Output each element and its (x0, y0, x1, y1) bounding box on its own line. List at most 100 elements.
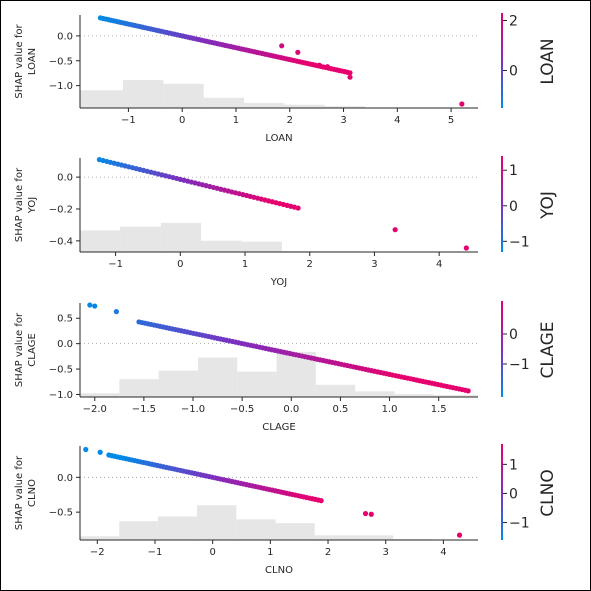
histogram-bar (80, 536, 120, 540)
y-tick-label: 0.0 (57, 339, 73, 350)
histogram-bar (119, 379, 159, 397)
colorbar-strip (501, 156, 503, 252)
x-tick-label: 2 (325, 547, 331, 558)
data-point (295, 205, 301, 211)
x-tick-label: −1.0 (181, 404, 205, 415)
x-tick-label: −0.5 (230, 404, 254, 415)
histogram-bar (158, 370, 198, 397)
x-tick-label: 0 (209, 547, 215, 558)
data-point (368, 511, 374, 517)
data-point (279, 43, 285, 49)
histogram-bar (324, 106, 366, 108)
histogram-bar (355, 391, 395, 397)
histogram-bar (275, 523, 315, 540)
colorbar: 0 −1 CLAGE (501, 301, 558, 397)
y-axis-label: LOAN (27, 48, 38, 75)
y-axis-label: SHAP value for (14, 455, 25, 530)
data-point (92, 303, 98, 309)
x-tick-label: 4 (394, 115, 400, 126)
data-point (113, 309, 119, 315)
x-axis-label: YOJ (270, 277, 287, 288)
data-point (392, 227, 398, 233)
histogram-bar (119, 521, 158, 540)
x-tick-label: −1 (108, 259, 123, 270)
y-axis-label: YOJ (27, 197, 38, 214)
histogram-bar (241, 241, 282, 252)
data-point (347, 70, 353, 76)
histogram-bar (237, 371, 277, 397)
x-tick-label: −1 (121, 115, 136, 126)
scatter-points (96, 157, 469, 251)
y-axis-label: CLAGE (27, 333, 38, 367)
x-tick-label: 3 (340, 115, 346, 126)
colorbar-label: YOJ (538, 191, 558, 220)
x-tick-label: 4 (436, 259, 442, 270)
colorbar-tick-label: 0 (509, 327, 518, 343)
histogram-bar (80, 393, 120, 397)
x-tick-label: −1 (148, 547, 163, 558)
x-axis-label: LOAN (265, 133, 292, 144)
histogram-bar (236, 519, 276, 540)
x-tick-label: 2 (307, 259, 313, 270)
colorbar-tick-label: 1 (509, 163, 518, 179)
y-tick-label: −0.5 (49, 365, 73, 376)
x-tick-label: −2.0 (83, 404, 107, 415)
colorbar-label: LOAN (538, 38, 558, 84)
histogram-bar (353, 535, 394, 540)
histogram-bar (244, 102, 285, 108)
y-axis-label: SHAP value for (14, 167, 25, 242)
colorbar-strip (501, 444, 503, 540)
panel-clage: −2.0 −1.5 −1.0 −0.5 0.0 0.5 1.0 1.5 0.5 0.0 −0.5 −1… (14, 301, 558, 433)
x-tick-label: 1 (267, 547, 273, 558)
y-tick-label: −1.0 (49, 390, 73, 401)
scatter-points (97, 15, 465, 107)
colorbar: 2 0 LOAN (501, 13, 558, 108)
histogram-bar (163, 83, 204, 108)
histogram-bar (203, 97, 245, 108)
data-point (465, 388, 471, 394)
x-tick-label: 5 (448, 115, 454, 126)
histogram-bar (197, 357, 238, 397)
x-tick-label: 1 (242, 259, 248, 270)
data-point (87, 302, 93, 308)
x-tick-label: 0 (179, 115, 185, 126)
histogram-bar (80, 90, 124, 108)
x-tick-label: 1 (233, 115, 239, 126)
colorbar: 1 0 −1 YOJ (501, 156, 558, 252)
data-point (459, 101, 465, 107)
histogram-bar (157, 516, 198, 540)
histogram (80, 351, 478, 397)
histogram-bar (314, 535, 354, 540)
data-point (318, 498, 324, 504)
x-axis-label: CLNO (265, 565, 293, 576)
y-tick-label: −1.0 (49, 81, 73, 92)
y-axis-label: SHAP value for (14, 312, 25, 387)
histogram (80, 222, 478, 252)
histogram-bar (123, 80, 164, 108)
x-tick-label: 0 (177, 259, 183, 270)
data-point (97, 449, 103, 455)
data-point (324, 64, 331, 70)
colorbar-tick-label: 0 (509, 64, 518, 80)
colorbar-strip (501, 13, 503, 108)
histogram-bar (197, 505, 237, 540)
data-point (316, 62, 322, 68)
y-tick-label: −0.5 (49, 56, 73, 67)
x-tick-label: 0.5 (332, 404, 348, 415)
histogram-bar (394, 394, 434, 397)
data-point (295, 49, 301, 55)
colorbar-tick-label: 2 (509, 14, 518, 30)
x-tick-label: 3 (383, 547, 389, 558)
scatter-points (83, 446, 463, 538)
colorbar-tick-label: −1 (509, 516, 530, 532)
histogram-bar (120, 226, 161, 252)
data-point (347, 74, 353, 80)
x-tick-label: −2 (90, 547, 105, 558)
scatter-points (87, 302, 471, 394)
histogram (80, 505, 478, 540)
data-point (456, 532, 463, 538)
y-tick-label: 0.0 (57, 173, 73, 184)
y-axis-label: CLNO (27, 479, 38, 507)
